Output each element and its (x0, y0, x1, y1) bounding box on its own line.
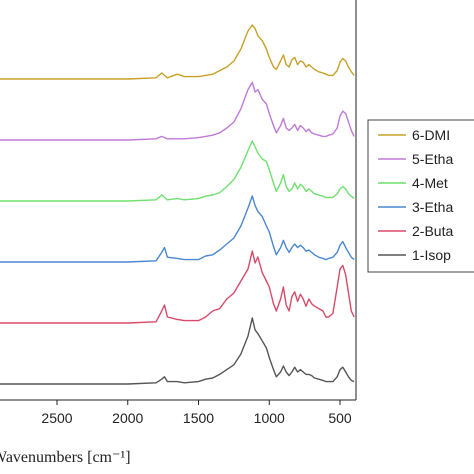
x-tick-label: 2000 (112, 410, 143, 426)
series-line-1 (0, 24, 355, 80)
series-line-4 (0, 195, 355, 263)
series-line-2 (0, 81, 355, 141)
legend-label-5: 2-Buta (412, 223, 453, 239)
x-tick-label: 2500 (41, 410, 72, 426)
legend-label-2: 5-Etha (412, 151, 453, 167)
series-line-3 (0, 140, 355, 202)
legend-label-3: 4-Met (412, 175, 448, 191)
legend-label-1: 6-DMI (412, 127, 450, 143)
x-tick-label: 500 (328, 410, 352, 426)
plot-area (0, 24, 355, 385)
x-tick-label: 1500 (183, 410, 214, 426)
x-tick-label: 1000 (254, 410, 285, 426)
x-axis-title: Wavenumbers [cm⁻¹] (0, 449, 131, 466)
series-line-6 (0, 317, 355, 385)
series-line-5 (0, 250, 355, 324)
legend: 6-DMI 5-Etha 4-Met 3-Etha 2-Buta 1-Isop (367, 119, 474, 273)
legend-box (367, 119, 474, 273)
x-axis-ticks: 2500 2000 1500 1000 500 (41, 400, 352, 426)
legend-label-6: 1-Isop (412, 247, 451, 263)
legend-label-4: 3-Etha (412, 199, 453, 215)
